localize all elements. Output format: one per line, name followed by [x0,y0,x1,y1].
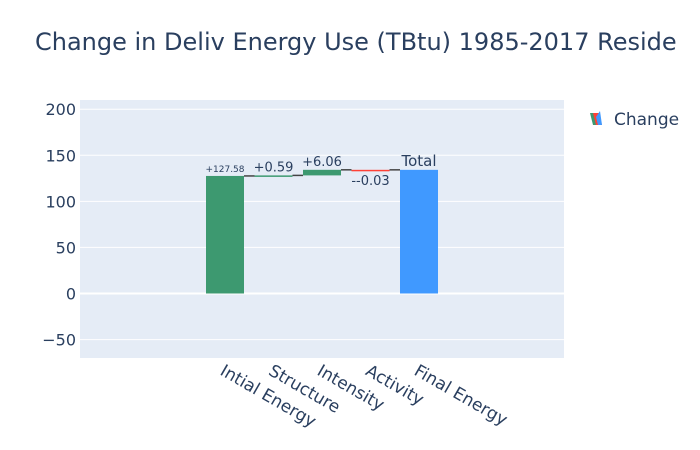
data-label: +0.59 [254,160,294,175]
data-label: --0.03 [351,174,389,189]
y-tick-label: 150 [45,146,76,165]
data-label: +127.58 [205,165,244,175]
bars [206,169,438,294]
y-tick-label: 100 [45,192,76,211]
legend[interactable]: Change [590,110,679,130]
bar-activity [351,169,390,172]
y-tick-label: 50 [56,238,76,257]
y-tick-label: −50 [42,331,76,350]
connectors [244,169,400,177]
legend-label: Change [614,110,679,130]
y-tick-label: 0 [66,285,76,304]
bar-final-energy [400,169,438,294]
bar-structure [254,175,293,177]
plot-background [80,100,564,358]
bar-intial-energy [206,175,244,294]
bar-intensity [303,169,341,176]
y-tick-label: 200 [45,100,76,119]
data-labels: +127.58 +0.59 +6.06 --0.03 Total [205,152,436,189]
data-label: +6.06 [302,155,342,170]
grid-lines [80,108,564,341]
data-label: Total [400,152,436,170]
y-axis-ticks: −50 0 50 100 150 200 [42,100,76,349]
x-axis-ticks: Intial EnergyStructureIntensityActivityF… [217,361,511,432]
legend-swatch-icon [590,111,602,125]
chart-title: Change in Deliv Energy Use (TBtu) 1985-2… [35,28,677,56]
x-tick-label: Final Energy [411,361,511,430]
